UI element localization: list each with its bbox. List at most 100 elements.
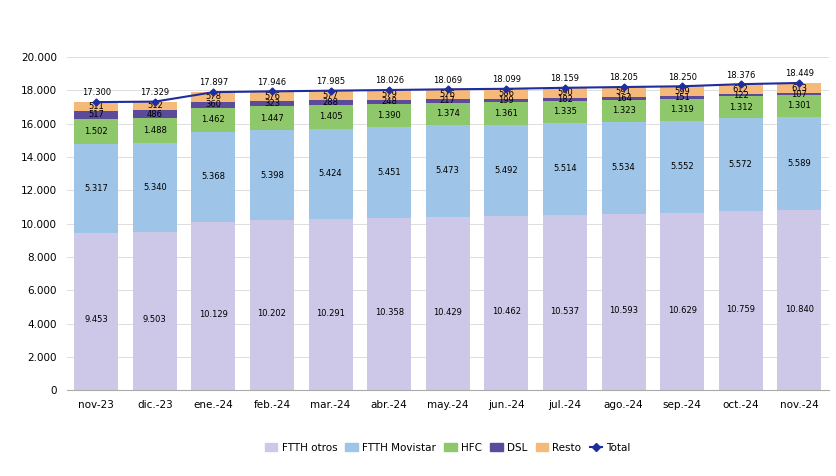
Text: 1.462: 1.462 — [201, 116, 225, 124]
Bar — [660, 213, 703, 390]
Text: 10.429: 10.429 — [433, 307, 461, 317]
Text: 17.897: 17.897 — [199, 79, 227, 88]
Text: 5.552: 5.552 — [670, 162, 693, 171]
Bar — [191, 221, 235, 390]
Text: 511: 511 — [89, 102, 104, 111]
Text: 5.492: 5.492 — [494, 166, 517, 175]
Text: 1.361: 1.361 — [494, 109, 517, 118]
Text: 17.300: 17.300 — [82, 89, 110, 98]
Bar — [133, 110, 176, 118]
Text: 5.398: 5.398 — [260, 171, 283, 180]
Text: 10.759: 10.759 — [726, 305, 754, 314]
Bar — [484, 102, 528, 125]
Bar — [308, 219, 352, 390]
Bar — [74, 102, 118, 110]
Bar — [777, 93, 820, 95]
Text: 9.453: 9.453 — [84, 315, 108, 324]
Text: 576: 576 — [263, 92, 280, 100]
Bar — [74, 144, 118, 233]
Text: 1.374: 1.374 — [436, 109, 459, 119]
Bar — [250, 106, 293, 130]
Bar — [308, 100, 352, 105]
Bar — [367, 218, 410, 390]
Bar — [191, 102, 235, 108]
Text: 612: 612 — [732, 85, 747, 94]
Text: 5.572: 5.572 — [728, 160, 752, 169]
Bar — [543, 100, 586, 123]
Text: 9.503: 9.503 — [143, 315, 166, 324]
Bar — [660, 96, 703, 99]
Text: 5.317: 5.317 — [84, 184, 108, 193]
Text: 613: 613 — [790, 84, 807, 92]
Text: 10.358: 10.358 — [375, 308, 403, 317]
Text: 1.301: 1.301 — [787, 101, 810, 110]
Text: 18.376: 18.376 — [725, 70, 755, 79]
Text: 199: 199 — [498, 96, 513, 105]
Text: 18.449: 18.449 — [784, 69, 813, 78]
Text: 5.589: 5.589 — [787, 159, 810, 168]
Bar — [484, 99, 528, 102]
Text: 5.534: 5.534 — [611, 163, 635, 172]
Bar — [74, 110, 118, 119]
Text: 5.451: 5.451 — [377, 168, 400, 177]
Text: 164: 164 — [615, 94, 630, 103]
Text: 517: 517 — [89, 110, 104, 119]
Text: 10.202: 10.202 — [257, 309, 286, 318]
Text: 10.629: 10.629 — [667, 306, 696, 315]
Bar — [308, 129, 352, 219]
Text: 248: 248 — [381, 97, 396, 106]
Bar — [74, 119, 118, 144]
Bar — [308, 91, 352, 100]
Text: 288: 288 — [322, 98, 339, 107]
Legend: FTTH otros, FTTH Movistar, HFC, DSL, Resto, Total: FTTH otros, FTTH Movistar, HFC, DSL, Res… — [260, 439, 635, 457]
Bar — [718, 118, 762, 211]
Bar — [777, 95, 820, 117]
Text: 323: 323 — [263, 99, 280, 108]
Bar — [777, 210, 820, 390]
Text: 17.985: 17.985 — [316, 77, 344, 86]
Text: 18.250: 18.250 — [667, 73, 696, 81]
Bar — [367, 104, 410, 127]
Text: 18.069: 18.069 — [433, 76, 461, 85]
Bar — [74, 233, 118, 390]
Bar — [133, 232, 176, 390]
Text: 10.840: 10.840 — [784, 305, 813, 314]
Bar — [777, 83, 820, 93]
Text: 151: 151 — [674, 93, 689, 102]
Bar — [250, 220, 293, 390]
Text: 1.488: 1.488 — [143, 126, 166, 135]
Bar — [308, 105, 352, 129]
Bar — [777, 117, 820, 210]
Bar — [191, 108, 235, 132]
Text: 1.323: 1.323 — [611, 106, 635, 115]
Text: 1.319: 1.319 — [670, 105, 693, 114]
Text: 1.390: 1.390 — [377, 111, 400, 120]
Bar — [484, 216, 528, 390]
Text: 18.205: 18.205 — [609, 73, 637, 82]
Bar — [718, 84, 762, 94]
Bar — [660, 121, 703, 213]
Text: 10.129: 10.129 — [199, 310, 227, 319]
Bar — [133, 101, 176, 110]
Bar — [133, 143, 176, 232]
Text: 10.291: 10.291 — [316, 308, 344, 317]
Bar — [718, 96, 762, 118]
Bar — [718, 211, 762, 390]
Bar — [426, 125, 469, 217]
Text: 1.312: 1.312 — [728, 103, 752, 112]
Text: 1.335: 1.335 — [553, 107, 576, 116]
Text: 182: 182 — [557, 95, 572, 104]
Text: 5.514: 5.514 — [553, 164, 576, 173]
Bar — [367, 90, 410, 99]
Bar — [484, 125, 528, 216]
Text: 18.026: 18.026 — [375, 76, 403, 85]
Text: 579: 579 — [381, 90, 396, 99]
Bar — [601, 122, 645, 214]
Text: 5.368: 5.368 — [201, 172, 225, 181]
Text: 590: 590 — [557, 88, 572, 97]
Bar — [543, 123, 586, 215]
Text: 578: 578 — [205, 92, 222, 101]
Text: 591: 591 — [615, 88, 630, 97]
Text: 10.462: 10.462 — [492, 307, 520, 317]
Bar — [601, 97, 645, 99]
